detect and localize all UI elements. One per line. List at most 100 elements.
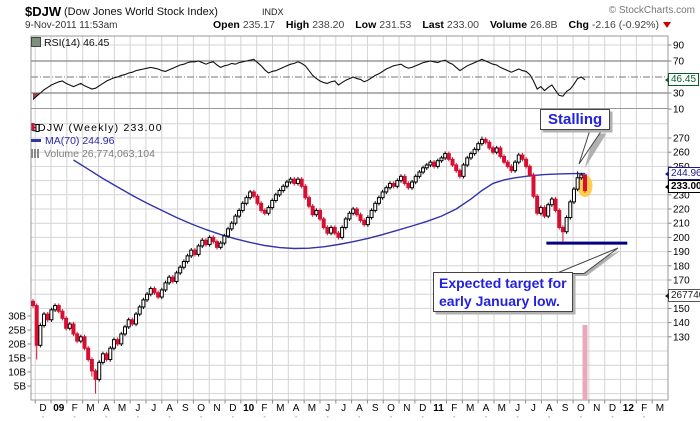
stockcharts-copyright-link[interactable]: © StockCharts.com: [608, 5, 695, 16]
candle-body: [340, 226, 345, 238]
candle-body: [505, 161, 510, 167]
candle-body: [568, 201, 573, 219]
x-axis-label: M: [656, 403, 664, 414]
candle-body: [119, 333, 124, 345]
candle-body: [373, 202, 378, 211]
price-tick-label: 130: [673, 332, 690, 343]
candle-body: [277, 190, 282, 196]
x-axis-label: N: [593, 403, 600, 414]
volume-tick-label: 15B: [8, 354, 26, 365]
rsi-indicator-legend: RSI(14) 46.45: [31, 37, 109, 49]
candle-body: [200, 239, 205, 247]
last-label: Last: [422, 19, 444, 31]
candle-body: [524, 158, 529, 167]
ma-current-value-badge: 244.96: [665, 167, 700, 180]
candle-body: [491, 147, 495, 153]
candle-body: [270, 199, 275, 209]
candle-body: [192, 249, 197, 255]
candle-body: [424, 164, 429, 169]
candle-body: [255, 195, 260, 204]
candle-body: [237, 209, 242, 217]
x-axis-label: D: [419, 403, 426, 414]
x-axis-label: 10: [243, 403, 255, 414]
candle-body: [399, 175, 403, 182]
candle-body: [509, 165, 514, 172]
candle-body: [329, 226, 334, 234]
candle-body: [472, 148, 477, 155]
minor-axis-dot: [42, 416, 44, 418]
x-axis-label: D: [229, 403, 236, 414]
candle-body: [203, 239, 208, 246]
minor-axis-dot: [263, 416, 266, 418]
last-price-badge: 233.00: [665, 180, 700, 193]
rsi-line: [32, 58, 586, 100]
candle-body: [93, 370, 98, 380]
candle-body: [222, 235, 227, 244]
x-axis-label: D: [609, 403, 616, 414]
candle-body: [115, 339, 120, 345]
candle-body: [123, 326, 127, 335]
rsi-tick-label: 90: [673, 41, 685, 52]
x-axis-label: J: [341, 403, 346, 414]
minor-axis-dot: [137, 416, 139, 418]
minor-axis-dot: [390, 416, 392, 418]
x-axis-label: A: [103, 403, 110, 414]
candle-body: [259, 202, 264, 211]
candle-body: [502, 155, 507, 163]
change-value: -2.16 (-0.92%): [591, 19, 660, 31]
x-axis-label: S: [182, 403, 189, 414]
candle-body: [78, 336, 83, 342]
candle-body: [273, 194, 278, 201]
candle-body: [395, 180, 400, 187]
candle-body: [358, 214, 363, 221]
x-axis-label: J: [515, 403, 520, 414]
main-chart-legend: $DJW (Weekly) 233.00 MA(70) 244.96 Volum…: [31, 122, 163, 161]
price-tick-label: 190: [673, 247, 690, 258]
candle-body: [513, 161, 518, 172]
price-tick-label: 200: [673, 233, 690, 244]
candle-body: [134, 313, 139, 325]
candle-body: [347, 212, 352, 220]
x-axis-label: M: [466, 403, 474, 414]
candle-body: [67, 323, 72, 329]
x-axis-label: A: [483, 403, 490, 414]
candle-body: [218, 242, 223, 248]
candle-body: [178, 266, 183, 274]
minor-axis-dot: [200, 416, 202, 418]
high-label: High: [285, 19, 310, 31]
candle-body: [130, 319, 135, 325]
candle-body: [479, 138, 484, 145]
candle-body: [575, 177, 580, 190]
candle-body: [38, 324, 43, 346]
x-axis-label: M: [86, 403, 94, 414]
candle-body: [111, 339, 116, 349]
candle-body: [170, 276, 175, 282]
candle-body: [181, 261, 186, 268]
candle-body: [571, 188, 576, 203]
candle-body: [527, 165, 532, 176]
x-axis-label: J: [151, 403, 156, 414]
x-axis-label: J: [135, 403, 140, 414]
x-axis-label: D: [39, 403, 46, 414]
candle-body: [89, 359, 94, 372]
candle-body: [310, 205, 315, 216]
stalling-pointer-shadow: [584, 133, 607, 169]
candle-body: [97, 361, 102, 380]
candle-body: [443, 153, 448, 159]
minor-axis-dot: [295, 416, 297, 418]
x-axis-label: A: [356, 403, 363, 414]
candle-body: [325, 226, 330, 234]
minor-axis-dot: [611, 416, 614, 418]
candle-body: [82, 336, 87, 349]
rsi-indicator-icon: [31, 37, 41, 47]
last-value: 233.00: [446, 19, 480, 31]
candle-body: [215, 241, 219, 248]
candle-body: [351, 208, 356, 214]
candle-body: [284, 181, 289, 187]
x-axis-label: A: [546, 403, 553, 414]
x-axis-label: S: [562, 403, 569, 414]
candle-body: [413, 175, 418, 183]
candle-body: [354, 208, 359, 216]
